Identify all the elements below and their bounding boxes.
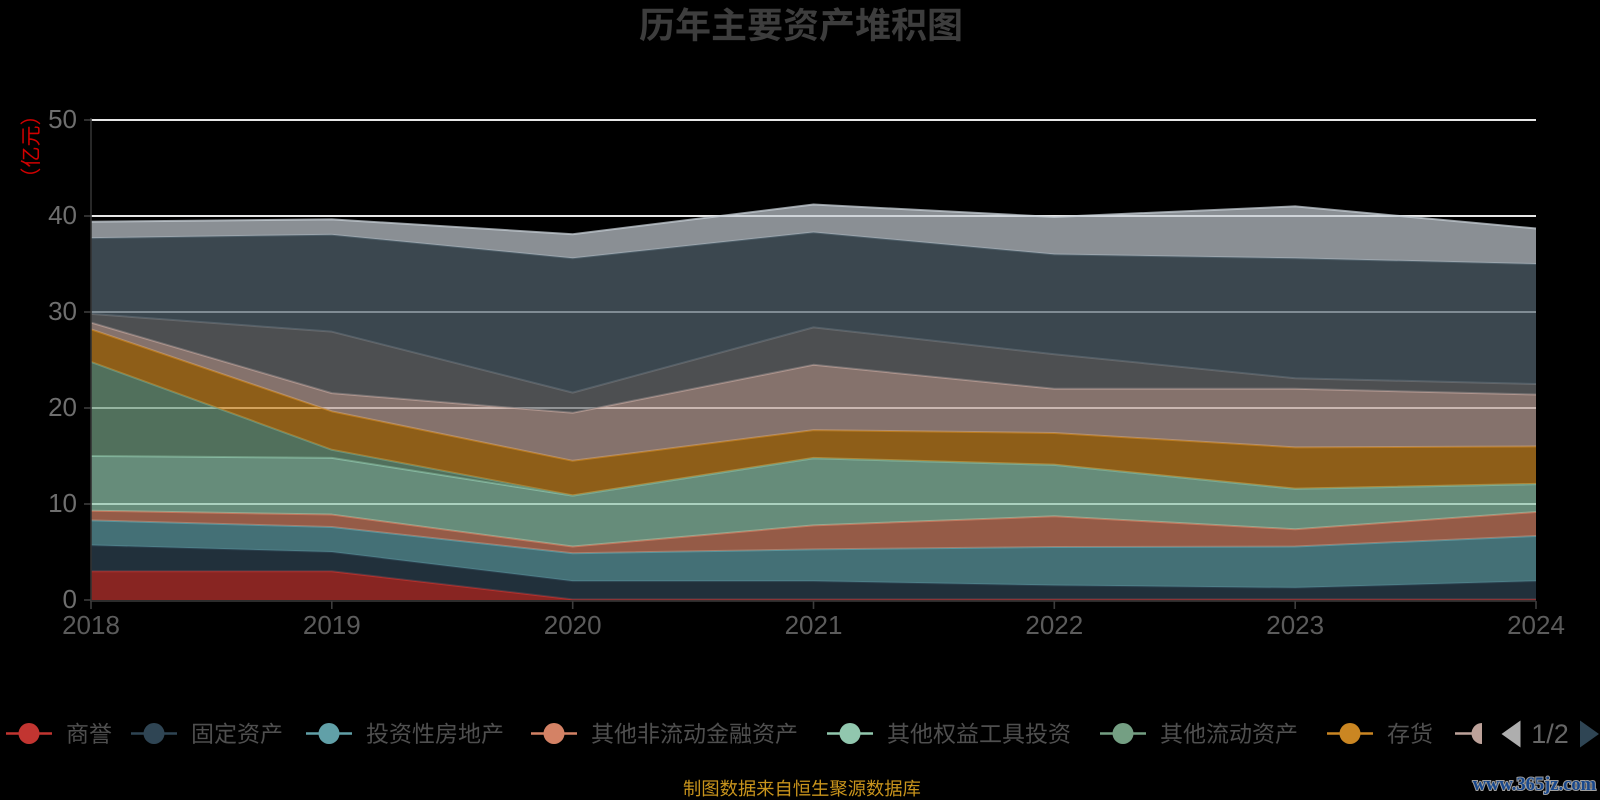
svg-text:2023: 2023 xyxy=(1266,610,1324,640)
svg-text:0: 0 xyxy=(63,584,77,614)
svg-text:30: 30 xyxy=(48,296,77,326)
svg-text:1/2: 1/2 xyxy=(1531,719,1569,749)
svg-text:2022: 2022 xyxy=(1025,610,1083,640)
svg-text:50: 50 xyxy=(48,104,77,134)
svg-text:2020: 2020 xyxy=(544,610,602,640)
svg-text:40: 40 xyxy=(48,200,77,230)
svg-text:10: 10 xyxy=(48,488,77,518)
svg-text:2021: 2021 xyxy=(785,610,843,640)
svg-text:20: 20 xyxy=(48,392,77,422)
svg-text:2019: 2019 xyxy=(303,610,361,640)
svg-text:2024: 2024 xyxy=(1507,610,1565,640)
svg-text:www.365jz.com: www.365jz.com xyxy=(1473,775,1597,795)
svg-text:2018: 2018 xyxy=(62,610,120,640)
